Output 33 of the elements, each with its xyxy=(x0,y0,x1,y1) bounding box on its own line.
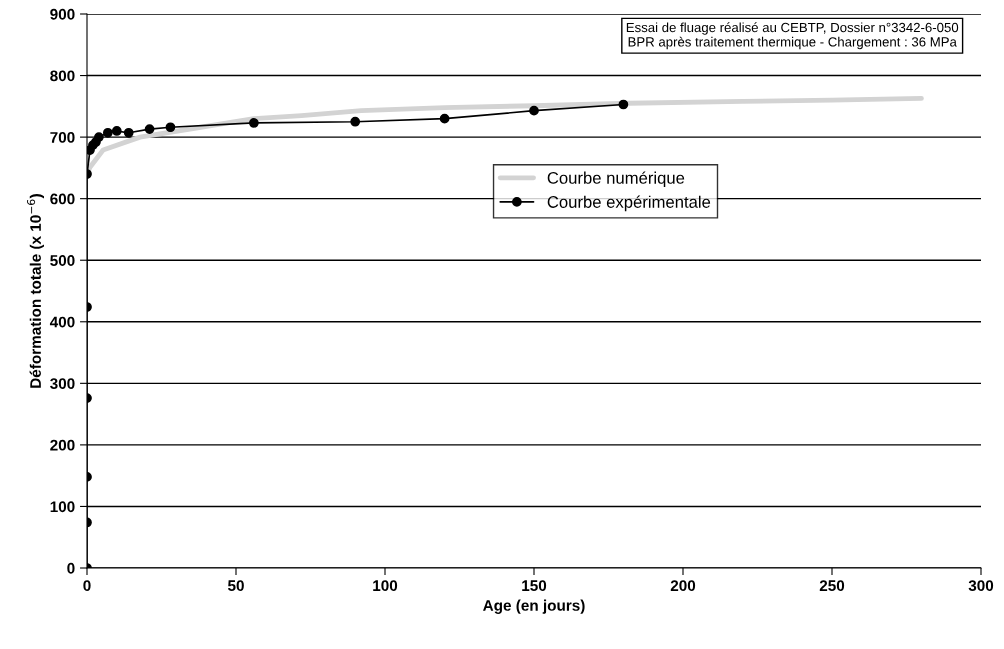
y-tick-label: 400 xyxy=(49,316,75,328)
point xyxy=(102,127,113,138)
point xyxy=(529,105,539,116)
point xyxy=(111,126,122,136)
point xyxy=(618,99,629,110)
x-tick-label: 100 xyxy=(373,580,398,592)
y-tick-label: 300 xyxy=(50,378,75,390)
x-tick-label: 200 xyxy=(670,580,696,592)
point xyxy=(249,118,259,128)
y-axis-title: Déformation totale (x 10$^{−6}$) xyxy=(27,194,44,388)
y-tick-label: 800 xyxy=(50,70,75,82)
x-tick-label: 300 xyxy=(968,580,994,592)
point xyxy=(165,122,176,133)
y-tick-label: 100 xyxy=(50,501,75,513)
x-axis-title: Age (en jours) xyxy=(483,599,585,614)
y-tick-label: 0 xyxy=(67,562,75,574)
x-tick-label: 150 xyxy=(522,580,547,592)
y-tick-label: 200 xyxy=(50,439,75,451)
y-tick-label: 500 xyxy=(50,255,75,266)
x-tick-label: 50 xyxy=(227,580,244,592)
point xyxy=(439,113,450,124)
annotation: Essai de fluage réalisé au CEBTP, Dossier n°3342-6-050 BPR après traitement thermique - Chargement : 36 MPa xyxy=(626,22,959,50)
point xyxy=(350,116,361,127)
legend-label: Courbe numérique xyxy=(547,171,685,188)
point xyxy=(94,132,104,142)
legend-label: Courbe expérimentale xyxy=(547,195,711,212)
y-tick-label: 900 xyxy=(50,8,75,20)
y-tick-label: 600 xyxy=(50,193,75,205)
point xyxy=(123,127,134,138)
point xyxy=(144,124,155,134)
x-tick-label: 0 xyxy=(83,580,91,592)
x-tick-label: 250 xyxy=(819,580,845,592)
y-tick-label: 700 xyxy=(50,131,75,143)
